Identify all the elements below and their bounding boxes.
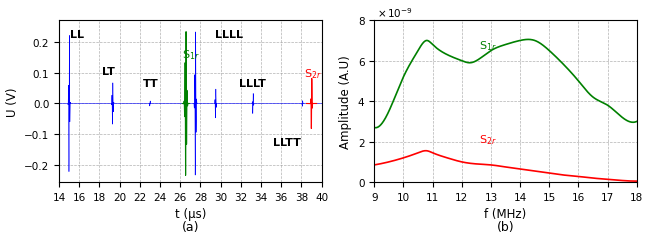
Text: LLTT: LLTT — [273, 138, 301, 147]
Text: S$_{2r}$: S$_{2r}$ — [479, 133, 497, 147]
Text: $\times\,10^{-9}$: $\times\,10^{-9}$ — [377, 6, 413, 20]
Y-axis label: Amplitude (A.U): Amplitude (A.U) — [339, 55, 352, 148]
Text: S$_{2r}$: S$_{2r}$ — [304, 66, 322, 80]
Title: (a): (a) — [182, 220, 199, 234]
Text: S$_{1r}$: S$_{1r}$ — [479, 40, 497, 53]
X-axis label: f (MHz): f (MHz) — [484, 208, 526, 220]
Text: TT: TT — [143, 78, 158, 88]
Y-axis label: U (V): U (V) — [6, 87, 19, 117]
Text: LLLT: LLLT — [239, 78, 265, 88]
Text: LT: LT — [101, 67, 114, 77]
Text: LL: LL — [70, 30, 84, 40]
X-axis label: t (µs): t (µs) — [175, 208, 206, 220]
Title: (b): (b) — [496, 220, 515, 234]
Text: LLLL: LLLL — [215, 30, 243, 40]
Text: S$_{1r}$: S$_{1r}$ — [182, 48, 200, 62]
